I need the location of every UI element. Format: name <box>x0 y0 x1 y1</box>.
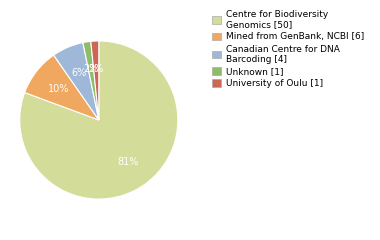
Text: 2%: 2% <box>89 64 104 74</box>
Text: 2%: 2% <box>83 64 99 74</box>
Wedge shape <box>91 41 99 120</box>
Wedge shape <box>20 41 178 199</box>
Legend: Centre for Biodiversity
Genomics [50], Mined from GenBank, NCBI [6], Canadian Ce: Centre for Biodiversity Genomics [50], M… <box>212 10 364 88</box>
Wedge shape <box>25 55 99 120</box>
Text: 6%: 6% <box>71 68 86 78</box>
Text: 10%: 10% <box>48 84 69 94</box>
Wedge shape <box>83 41 99 120</box>
Text: 81%: 81% <box>117 157 139 167</box>
Wedge shape <box>54 42 99 120</box>
